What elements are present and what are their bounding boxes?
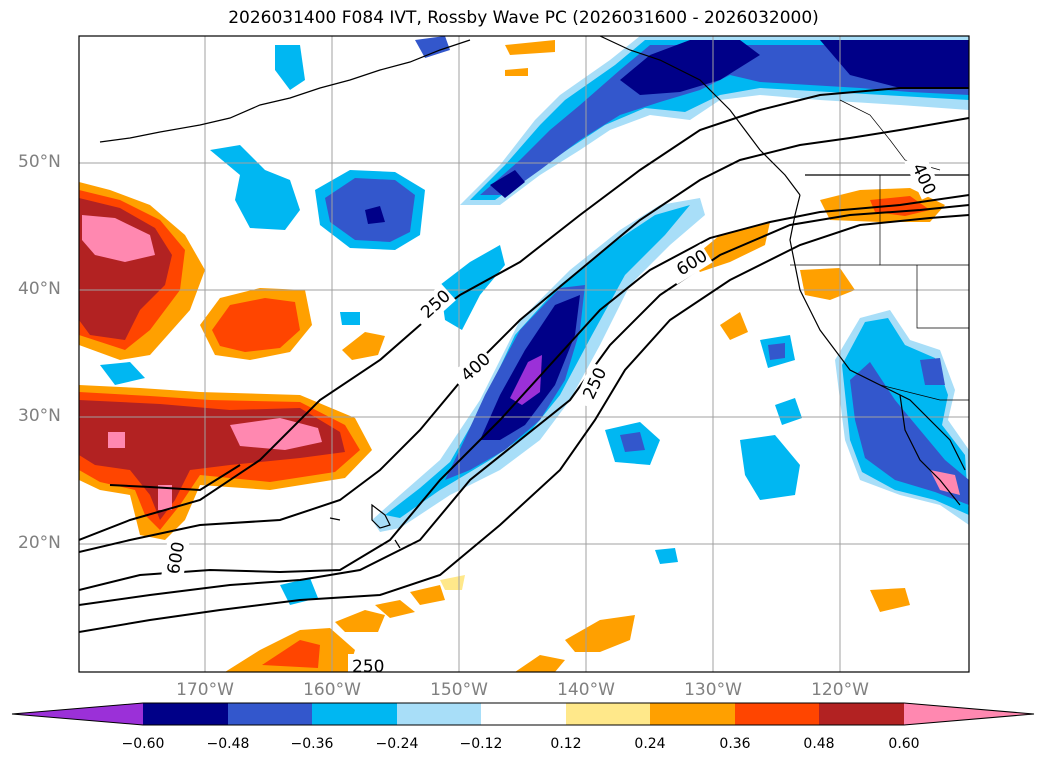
negative-anomaly-ca-pink <box>930 470 960 495</box>
negative-anomaly-north-navy <box>620 40 760 95</box>
colorbar-outline <box>11 702 1035 726</box>
positive-anomaly-small1 <box>342 332 385 360</box>
contour-600-a <box>79 194 969 591</box>
positive-anomaly-south5 <box>440 575 465 590</box>
colorbar-cell-10 <box>904 703 1034 725</box>
positive-anomaly-west-pink <box>82 215 155 262</box>
positive-anomaly-small2 <box>720 312 748 340</box>
map-title: 2026031400 F084 IVT, Rossby Wave PC (202… <box>228 8 819 28</box>
map-frame <box>78 35 970 673</box>
lon-label-150w: 150°W <box>430 680 488 700</box>
contour-250-a <box>79 87 969 541</box>
lat-label-30n: 30°N <box>18 406 61 426</box>
hawaii <box>329 503 401 549</box>
colorbar-cell-0 <box>12 703 143 725</box>
negative-anomaly-north-blue <box>480 45 969 195</box>
positive-anomaly-south4 <box>410 585 445 605</box>
negative-anomaly-mid5 <box>740 435 800 500</box>
positive-anomaly-south1-red <box>262 640 320 668</box>
colorbar-cell-8 <box>735 703 819 725</box>
positive-anomaly-small3 <box>870 588 910 612</box>
negative-anomaly-nw2 <box>210 145 300 230</box>
graticule <box>79 36 969 672</box>
colorbar-tick: −0.24 <box>375 736 419 752</box>
lon-label-160w: 160°W <box>303 680 361 700</box>
contour-400-a <box>79 117 969 553</box>
baja <box>899 394 961 506</box>
colorbar-tick: 0.36 <box>719 736 751 752</box>
negative-anomaly-nw4 <box>415 36 450 58</box>
us-state-border3 <box>916 265 969 329</box>
colorbar-tick: −0.12 <box>459 736 503 752</box>
negative-anomaly-mid3 <box>100 362 145 385</box>
colorbar-cell-1 <box>143 703 228 725</box>
positive-anomaly-subtrop-pink2 <box>108 432 125 448</box>
colorbar-cell-5 <box>481 703 566 725</box>
lon-label-170w: 170°W <box>176 680 234 700</box>
lon-label-120w: 120°W <box>811 680 869 700</box>
lon-label-140w: 140°W <box>557 680 615 700</box>
alaska-coast <box>599 36 801 196</box>
alaska-aleutians <box>99 39 471 143</box>
colorbar-tick: 0.48 <box>803 736 835 752</box>
negative-anomaly-ca-blue2 <box>920 358 945 385</box>
colorbar-tick: 0.12 <box>550 736 582 752</box>
contour-500-b <box>109 464 241 492</box>
contour-label-600-west: 600 <box>164 540 189 575</box>
negative-anomaly-mid6-blue <box>768 343 785 360</box>
negative-anomaly-ca-blue <box>850 362 969 505</box>
positive-anomaly-subtrop-pink3 <box>158 485 172 510</box>
contour-label-250-south: 250 <box>352 657 384 677</box>
positive-anomaly-subtrop-pink <box>230 418 322 450</box>
positive-anomaly-south2 <box>335 610 385 632</box>
bc-coast <box>789 194 966 471</box>
negative-anomaly-mid2 <box>340 312 360 325</box>
colorbar-tick: −0.48 <box>206 736 250 752</box>
colorbar-cell-4 <box>397 703 481 725</box>
colorbar-cell-2 <box>228 703 312 725</box>
colorbar-cell-7 <box>650 703 735 725</box>
colorbar <box>11 702 1035 726</box>
positive-anomaly-island-red <box>212 298 300 352</box>
lat-label-50n: 50°N <box>18 152 61 172</box>
colorbar-tick: 0.24 <box>634 736 666 752</box>
colorbar-tick: 0.60 <box>888 736 920 752</box>
ivt-shading <box>79 36 969 672</box>
colorbar-tick: −0.60 <box>121 736 165 752</box>
lat-label-20n: 20°N <box>18 533 61 553</box>
negative-anomaly-mid7 <box>775 398 802 425</box>
negative-anomaly-band-purple <box>510 355 542 405</box>
us-mexico-border <box>879 384 969 401</box>
colorbar-cell-3 <box>312 703 397 725</box>
coastlines <box>99 36 969 549</box>
positive-anomaly-top2 <box>505 68 528 76</box>
colorbar-cell-6 <box>566 703 650 725</box>
positive-anomaly-ca-orange <box>800 268 855 300</box>
contour-250-b <box>79 204 969 606</box>
lat-label-40n: 40°N <box>18 279 61 299</box>
contours <box>79 87 969 633</box>
negative-anomaly-nw1-navy <box>365 206 385 224</box>
colorbar-cell-9 <box>819 703 904 725</box>
negative-anomaly-nw3 <box>275 45 305 90</box>
negative-anomaly-north-navy2 <box>820 40 969 88</box>
colorbar-tick: −0.36 <box>290 736 334 752</box>
negative-anomaly-s2 <box>655 548 678 564</box>
negative-anomaly-mid4-blue <box>620 432 645 452</box>
positive-anomaly-south3 <box>375 600 415 618</box>
negative-anomaly-north-navy3 <box>490 170 525 198</box>
positive-anomaly-top1 <box>505 40 555 55</box>
lon-label-130w: 130°W <box>684 680 742 700</box>
positive-anomaly-south6 <box>565 615 635 652</box>
contour-600-b <box>79 214 969 633</box>
negative-anomaly-s1 <box>280 578 318 605</box>
positive-anomaly-south7 <box>515 655 565 672</box>
